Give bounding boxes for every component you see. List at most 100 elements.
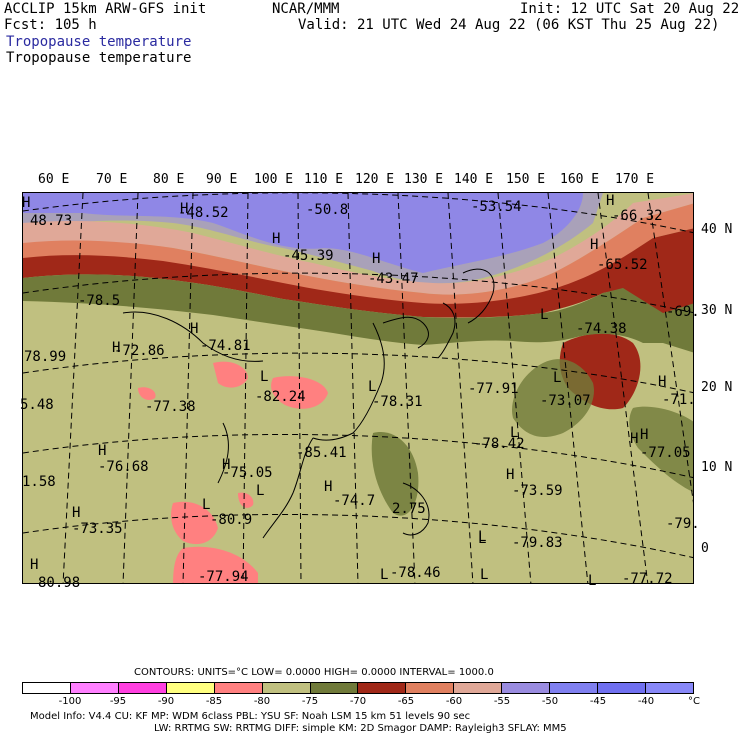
- temperature-value-label: 78.99: [24, 349, 67, 365]
- lon-label: 150 E: [506, 172, 546, 187]
- temperature-value-label: -43.47: [368, 271, 419, 287]
- temperature-value-label: -77.91: [468, 381, 519, 397]
- forecast-hour: Fcst: 105 h: [4, 17, 97, 33]
- temperature-value-label: -74.38: [576, 321, 627, 337]
- low-marker: L: [553, 370, 562, 386]
- colorbar-swatch: [406, 683, 455, 693]
- colorbar-label: -100: [58, 696, 82, 707]
- colorbar: [22, 682, 694, 694]
- lon-label: 130 E: [404, 172, 444, 187]
- init-time: Init: 12 UTC Sat 20 Aug 22: [520, 1, 740, 17]
- lat-label: 30 N: [701, 303, 733, 318]
- high-marker: H: [222, 457, 231, 473]
- lon-label: 170 E: [615, 172, 655, 187]
- lon-label: 90 E: [206, 172, 238, 187]
- field-title-1: Tropopause temperature: [6, 34, 192, 50]
- temperature-value-label: 2.75: [392, 501, 426, 517]
- colorbar-label: -40: [637, 696, 655, 707]
- colorbar-label: -50: [541, 696, 559, 707]
- low-marker: L: [478, 529, 487, 545]
- low-marker: L: [368, 379, 377, 395]
- temperature-value-label: -71.: [662, 392, 696, 408]
- temperature-value-label: -48.52: [178, 205, 229, 221]
- temperature-value-label: 5.48: [20, 397, 54, 413]
- temperature-value-label: 48.73: [30, 213, 73, 229]
- lat-label: 0: [701, 541, 709, 556]
- colorbar-swatch: [550, 683, 599, 693]
- temperature-value-label: -53.54: [471, 199, 522, 215]
- high-marker: H: [658, 374, 667, 390]
- organization: NCAR/MMM: [272, 1, 340, 17]
- temperature-value-label: -66.32: [612, 208, 663, 224]
- temperature-value-label: -45.39: [283, 248, 334, 264]
- temperature-value-label: 1.58: [22, 474, 56, 490]
- high-marker: H: [372, 251, 381, 267]
- low-marker: L: [480, 567, 489, 583]
- colorbar-label: -55: [493, 696, 511, 707]
- temperature-value-label: -69.: [666, 304, 700, 320]
- temperature-value-label: -78.5: [78, 293, 121, 309]
- temperature-value-label: -85.41: [296, 445, 347, 461]
- temperature-value-label: -80.9: [210, 512, 253, 528]
- temperature-value-label: 80.98: [38, 575, 81, 591]
- high-marker: H: [506, 467, 515, 483]
- colorbar-label: -60: [445, 696, 463, 707]
- model-title: ACCLIP 15km ARW-GFS init: [4, 1, 207, 17]
- high-marker: H: [590, 237, 599, 253]
- low-marker: L: [380, 567, 389, 583]
- lon-label: 100 E: [254, 172, 294, 187]
- colorbar-swatch: [454, 683, 503, 693]
- high-marker: H: [72, 505, 81, 521]
- colorbar-swatch: [166, 683, 215, 693]
- colorbar-swatch: [358, 683, 407, 693]
- high-marker: H: [640, 427, 649, 443]
- low-marker: L: [202, 497, 211, 513]
- lat-label: 20 N: [701, 380, 733, 395]
- colorbar-swatch: [262, 683, 311, 693]
- lat-label: 40 N: [701, 222, 733, 237]
- colorbar-label: -70: [349, 696, 367, 707]
- colorbar-swatch: [70, 683, 119, 693]
- temperature-value-label: -72.86: [114, 343, 165, 359]
- temperature-value-label: -50.8: [306, 202, 349, 218]
- colorbar-swatch: [310, 683, 359, 693]
- temperature-value-label: -78.31: [372, 394, 423, 410]
- colorbar-label: -85: [205, 696, 223, 707]
- lon-label: 80 E: [153, 172, 185, 187]
- lon-label: 140 E: [454, 172, 494, 187]
- field-title-2: Tropopause temperature: [6, 50, 192, 66]
- high-marker: H: [324, 479, 333, 495]
- valid-time: Valid: 21 UTC Wed 24 Aug 22 (06 KST Thu …: [298, 17, 720, 33]
- map-canvas: [23, 193, 693, 583]
- lat-label: 10 N: [701, 460, 733, 475]
- colorbar-label: °C: [688, 696, 700, 707]
- lon-label: 60 E: [38, 172, 70, 187]
- high-marker: H: [22, 195, 31, 211]
- colorbar-swatch: [645, 683, 693, 693]
- low-marker: L: [540, 307, 549, 323]
- colorbar-label: -65: [397, 696, 415, 707]
- temperature-value-label: -77.72: [622, 571, 673, 587]
- lon-label: 120 E: [355, 172, 395, 187]
- low-marker: L: [260, 369, 269, 385]
- temperature-value-label: -73.35: [72, 521, 123, 537]
- temperature-value-label: -77.05: [640, 445, 691, 461]
- temperature-value-label: -76.68: [98, 459, 149, 475]
- low-marker: L: [510, 425, 519, 441]
- temperature-value-label: -75.05: [222, 465, 273, 481]
- colorbar-swatch: [598, 683, 646, 693]
- high-marker: H: [606, 193, 615, 209]
- temperature-value-label: -78.42: [474, 436, 525, 452]
- low-marker: L: [478, 531, 487, 547]
- high-marker: H: [180, 201, 189, 217]
- high-marker: H: [630, 431, 639, 447]
- colorbar-label: -90: [157, 696, 175, 707]
- model-info: Model Info: V4.4 CU: KF MP: WDM 6class P…: [30, 711, 471, 722]
- temperature-value-label: -73.07: [540, 393, 591, 409]
- physics-info: LW: RRTMG SW: RRTMG DIFF: simple KM: 2D …: [154, 723, 567, 734]
- colorbar-swatch: [214, 683, 263, 693]
- contours-info: CONTOURS: UNITS=°C LOW= 0.0000 HIGH= 0.0…: [134, 667, 494, 678]
- temperature-value-label: -77.94: [198, 569, 249, 585]
- tropopause-temperature-map: [22, 192, 694, 584]
- temperature-value-label: -79.83: [512, 535, 563, 551]
